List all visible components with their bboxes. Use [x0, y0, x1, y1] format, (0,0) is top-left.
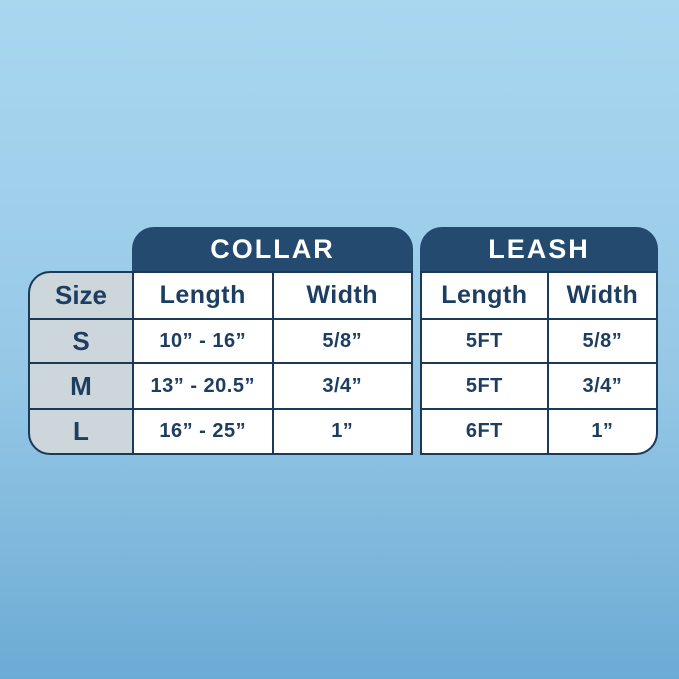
leash-width-column-header: Width	[548, 273, 656, 318]
leash-table-header: LEASH	[420, 227, 658, 272]
size-column: Size S M L	[28, 271, 134, 455]
leash-length-column-header: Length	[422, 273, 547, 318]
collar-table-body: Length Width 10” - 16” 5/8” 13” - 20.5” …	[132, 271, 413, 455]
size-label-m: M	[30, 364, 132, 409]
size-column-header: Size	[30, 273, 132, 318]
collar-table-header: COLLAR	[132, 227, 413, 272]
collar-length-s-cell: 10” - 16”	[134, 319, 272, 363]
size-label-l: L	[30, 410, 132, 453]
leash-table-body: Length Width 5FT 5/8” 5FT 3/4” 6FT 1”	[420, 271, 658, 455]
leash-length-s-cell: 5FT	[422, 319, 547, 363]
leash-width-l-cell: 1”	[548, 410, 656, 453]
size-label-s: S	[30, 319, 132, 363]
collar-length-m-cell: 13” - 20.5”	[134, 364, 272, 409]
collar-length-l-cell: 16” - 25”	[134, 410, 272, 453]
leash-width-m-cell: 3/4”	[548, 364, 656, 409]
collar-width-l-cell: 1”	[273, 410, 411, 453]
collar-width-column-header: Width	[273, 273, 411, 318]
leash-width-s-cell: 5/8”	[548, 319, 656, 363]
collar-length-column-header: Length	[134, 273, 272, 318]
leash-length-m-cell: 5FT	[422, 364, 547, 409]
collar-width-s-cell: 5/8”	[273, 319, 411, 363]
leash-length-l-cell: 6FT	[422, 410, 547, 453]
collar-width-m-cell: 3/4”	[273, 364, 411, 409]
